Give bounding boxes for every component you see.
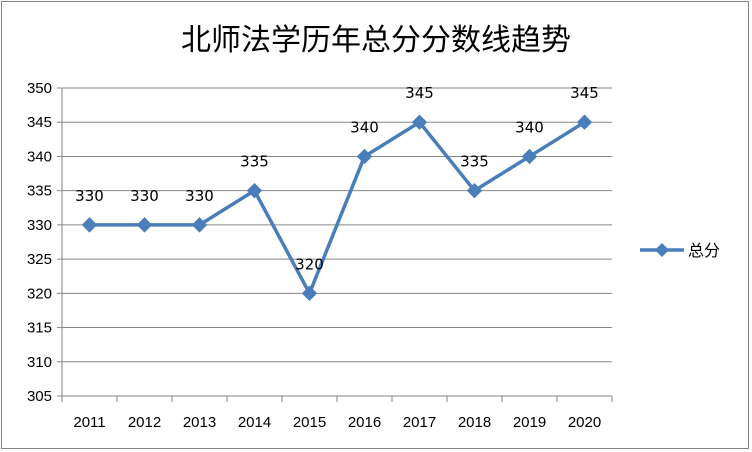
series-line [89,120,586,296]
data-point-marker [576,114,593,130]
y-tick-label: 320 [27,285,52,302]
legend-label: 总分 [688,241,720,260]
data-point-marker [191,217,208,233]
y-tick-label: 340 [27,148,52,165]
y-tick-label: 310 [27,354,52,371]
x-tick-label: 2017 [403,414,436,431]
gridlines [62,87,612,363]
axes [57,87,613,402]
x-axis-ticks: 2011 2012 2013 2014 2015 2016 2017 2018 2019 2020 [73,414,601,431]
data-label: 335 [460,153,489,171]
data-labels: 330 330 330 335 320 340 345 335 340 345 [75,84,599,273]
y-tick-label: 335 [27,183,52,200]
data-point-marker [411,114,428,130]
data-point-marker [466,182,483,199]
data-label: 340 [350,118,379,136]
data-label: 345 [405,84,434,102]
data-point-marker [136,217,153,233]
x-tick-label: 2014 [238,414,271,431]
data-label: 330 [75,187,104,205]
x-tick-label: 2011 [73,414,105,431]
y-tick-label: 345 [27,114,52,131]
data-label: 335 [240,153,269,171]
series-layer [81,114,593,302]
y-tick-label: 325 [27,251,52,268]
x-tick-label: 2019 [513,414,546,431]
data-label: 330 [130,187,159,205]
chart-title: 北师法学历年总分分数线趋势 [181,23,571,58]
x-tick-label: 2012 [128,414,161,431]
data-label: 330 [185,187,214,205]
data-point-marker [246,182,263,199]
y-tick-label: 330 [27,217,52,234]
y-tick-label: 305 [27,388,52,405]
data-point-marker [81,217,98,233]
legend-marker [655,243,669,257]
x-tick-label: 2015 [293,414,326,431]
data-label: 340 [515,118,544,136]
x-tick-label: 2020 [568,414,601,431]
data-point-marker [301,285,318,302]
x-tick-label: 2016 [348,414,381,431]
data-point-marker [356,148,373,165]
data-label: 345 [570,84,599,102]
data-label: 320 [295,255,324,273]
y-axis-ticks: 305 310 315 320 325 330 335 340 345 350 [27,80,52,405]
legend: 总分 [640,241,720,260]
data-point-marker [521,148,538,165]
y-tick-label: 315 [27,320,52,337]
y-tick-label: 350 [27,80,52,97]
x-tick-label: 2018 [458,414,491,431]
x-tick-label: 2013 [183,414,216,431]
